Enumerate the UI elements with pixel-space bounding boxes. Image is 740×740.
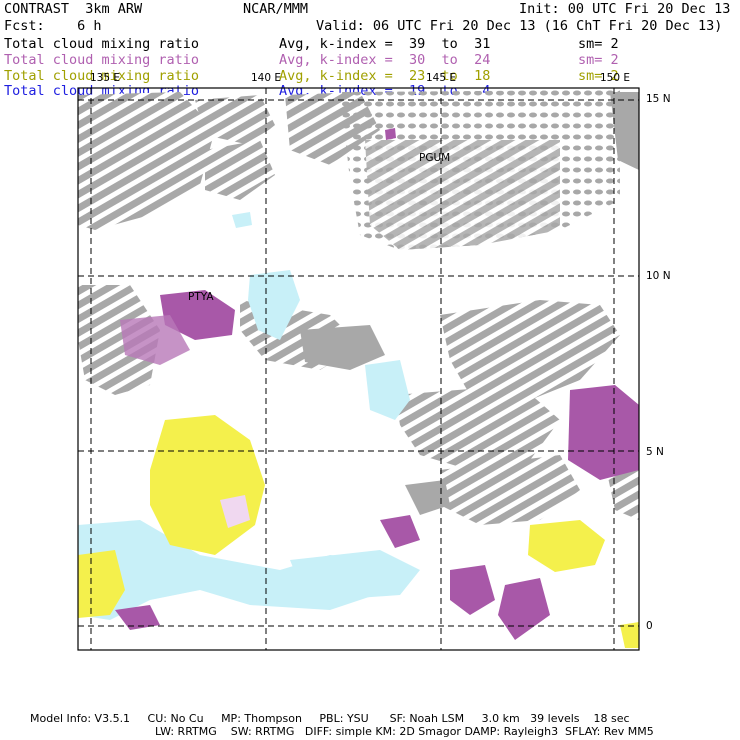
- field-4-name: Total cloud mixing ratio: [4, 83, 200, 99]
- field-3-stat: Avg, k-index = 23 to 18: [279, 68, 491, 84]
- lon-label-140: 140 E: [251, 72, 282, 84]
- valid-time: Valid: 06 UTC Fri 20 Dec 13 (16 ChT Fri …: [316, 18, 723, 34]
- field-1-stat: Avg, k-index = 39 to 31: [279, 36, 491, 52]
- gray-cloud-layer: [78, 90, 639, 525]
- model-info-line2: LW: RRTMG SW: RRTMG DIFF: simple KM: 2D …: [155, 725, 654, 738]
- field-3-name: Total cloud mixing ratio: [4, 68, 200, 84]
- product-title: CONTRAST 3km ARW: [4, 1, 143, 17]
- cloud-layers: [78, 90, 639, 648]
- field-1-sm: sm= 2: [578, 36, 619, 52]
- map-frame: [77, 87, 640, 651]
- field-2-sm: sm= 2: [578, 52, 619, 68]
- lon-label-135: 135 E: [90, 72, 121, 84]
- forecast-hour: Fcst: 6 h: [4, 18, 102, 34]
- field-1-name: Total cloud mixing ratio: [4, 36, 200, 52]
- lat-label-0: 0: [646, 620, 653, 632]
- yellow-cloud-layer: [78, 415, 639, 648]
- center-name: NCAR/MMM: [243, 1, 309, 17]
- purple-cloud-layer: [115, 128, 639, 640]
- model-info-line1: Model Info: V3.5.1 CU: No Cu MP: Thompso…: [30, 712, 630, 725]
- field-3-sm: sm= 2: [578, 68, 619, 84]
- field-2-stat: Avg, k-index = 30 to 24: [279, 52, 491, 68]
- lat-label-10n: 10 N: [646, 270, 671, 282]
- field-2-name: Total cloud mixing ratio: [4, 52, 200, 68]
- field-4-stat: Avg, k-index = 19 to 4: [279, 83, 491, 99]
- station-pgum: PGUM: [419, 152, 451, 164]
- init-time: Init: 00 UTC Fri 20 Dec 13: [519, 1, 731, 17]
- station-ptya: PTYA: [188, 291, 214, 303]
- cyan-cloud-layer: [78, 212, 420, 620]
- lon-label-150: 150 E: [600, 72, 631, 84]
- lat-label-15n: 15 N: [646, 93, 671, 105]
- lon-label-145: 145 E: [426, 72, 457, 84]
- graticule: [78, 88, 639, 650]
- lat-label-5n: 5 N: [646, 446, 664, 458]
